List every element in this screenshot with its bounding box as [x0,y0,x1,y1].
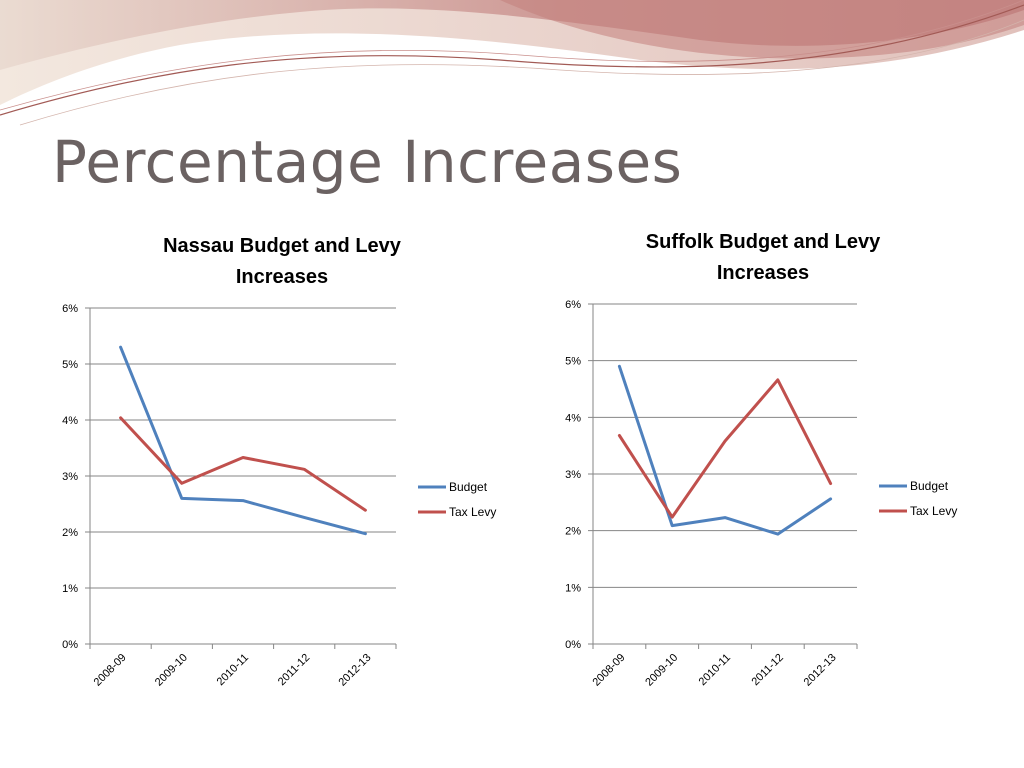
chart-title-line-1: Suffolk Budget and Levy [646,231,881,253]
y-tick-label: 3% [565,469,581,481]
y-tick-label: 4% [565,412,581,424]
chart-title-line-2: Increases [717,262,809,284]
legend-label: Budget [449,480,488,494]
legend-label: Budget [910,479,949,493]
legend-label: Tax Levy [449,505,496,519]
y-tick-label: 5% [62,359,78,371]
legend-label: Tax Levy [910,504,957,518]
x-tick-label: 2008-09 [590,652,627,689]
y-tick-label: 2% [565,526,581,538]
y-tick-label: 2% [62,527,78,539]
y-tick-label: 0% [62,639,78,651]
chart-title-line-2: Increases [236,266,328,288]
slide-title: Percentage Increases [52,128,683,196]
chart-title-line-1: Nassau Budget and Levy [163,235,402,257]
y-tick-label: 1% [565,582,581,594]
series-line-budget [119,345,367,536]
x-tick-label: 2010-11 [697,652,733,688]
series-line-tax-levy [119,416,367,512]
y-tick-label: 5% [565,356,581,368]
series-line-budget [617,364,833,536]
y-tick-label: 1% [62,583,78,595]
y-tick-label: 0% [565,639,581,651]
y-tick-label: 6% [565,299,581,311]
x-tick-label: 2011-12 [749,652,785,688]
x-tick-label: 2009-10 [643,652,680,689]
y-tick-label: 4% [62,415,78,427]
x-tick-label: 2012-13 [802,652,839,689]
y-tick-label: 3% [62,471,78,483]
header-wave-decoration [0,0,1024,126]
y-tick-label: 6% [62,303,78,315]
series-line-tax-levy [617,378,833,519]
